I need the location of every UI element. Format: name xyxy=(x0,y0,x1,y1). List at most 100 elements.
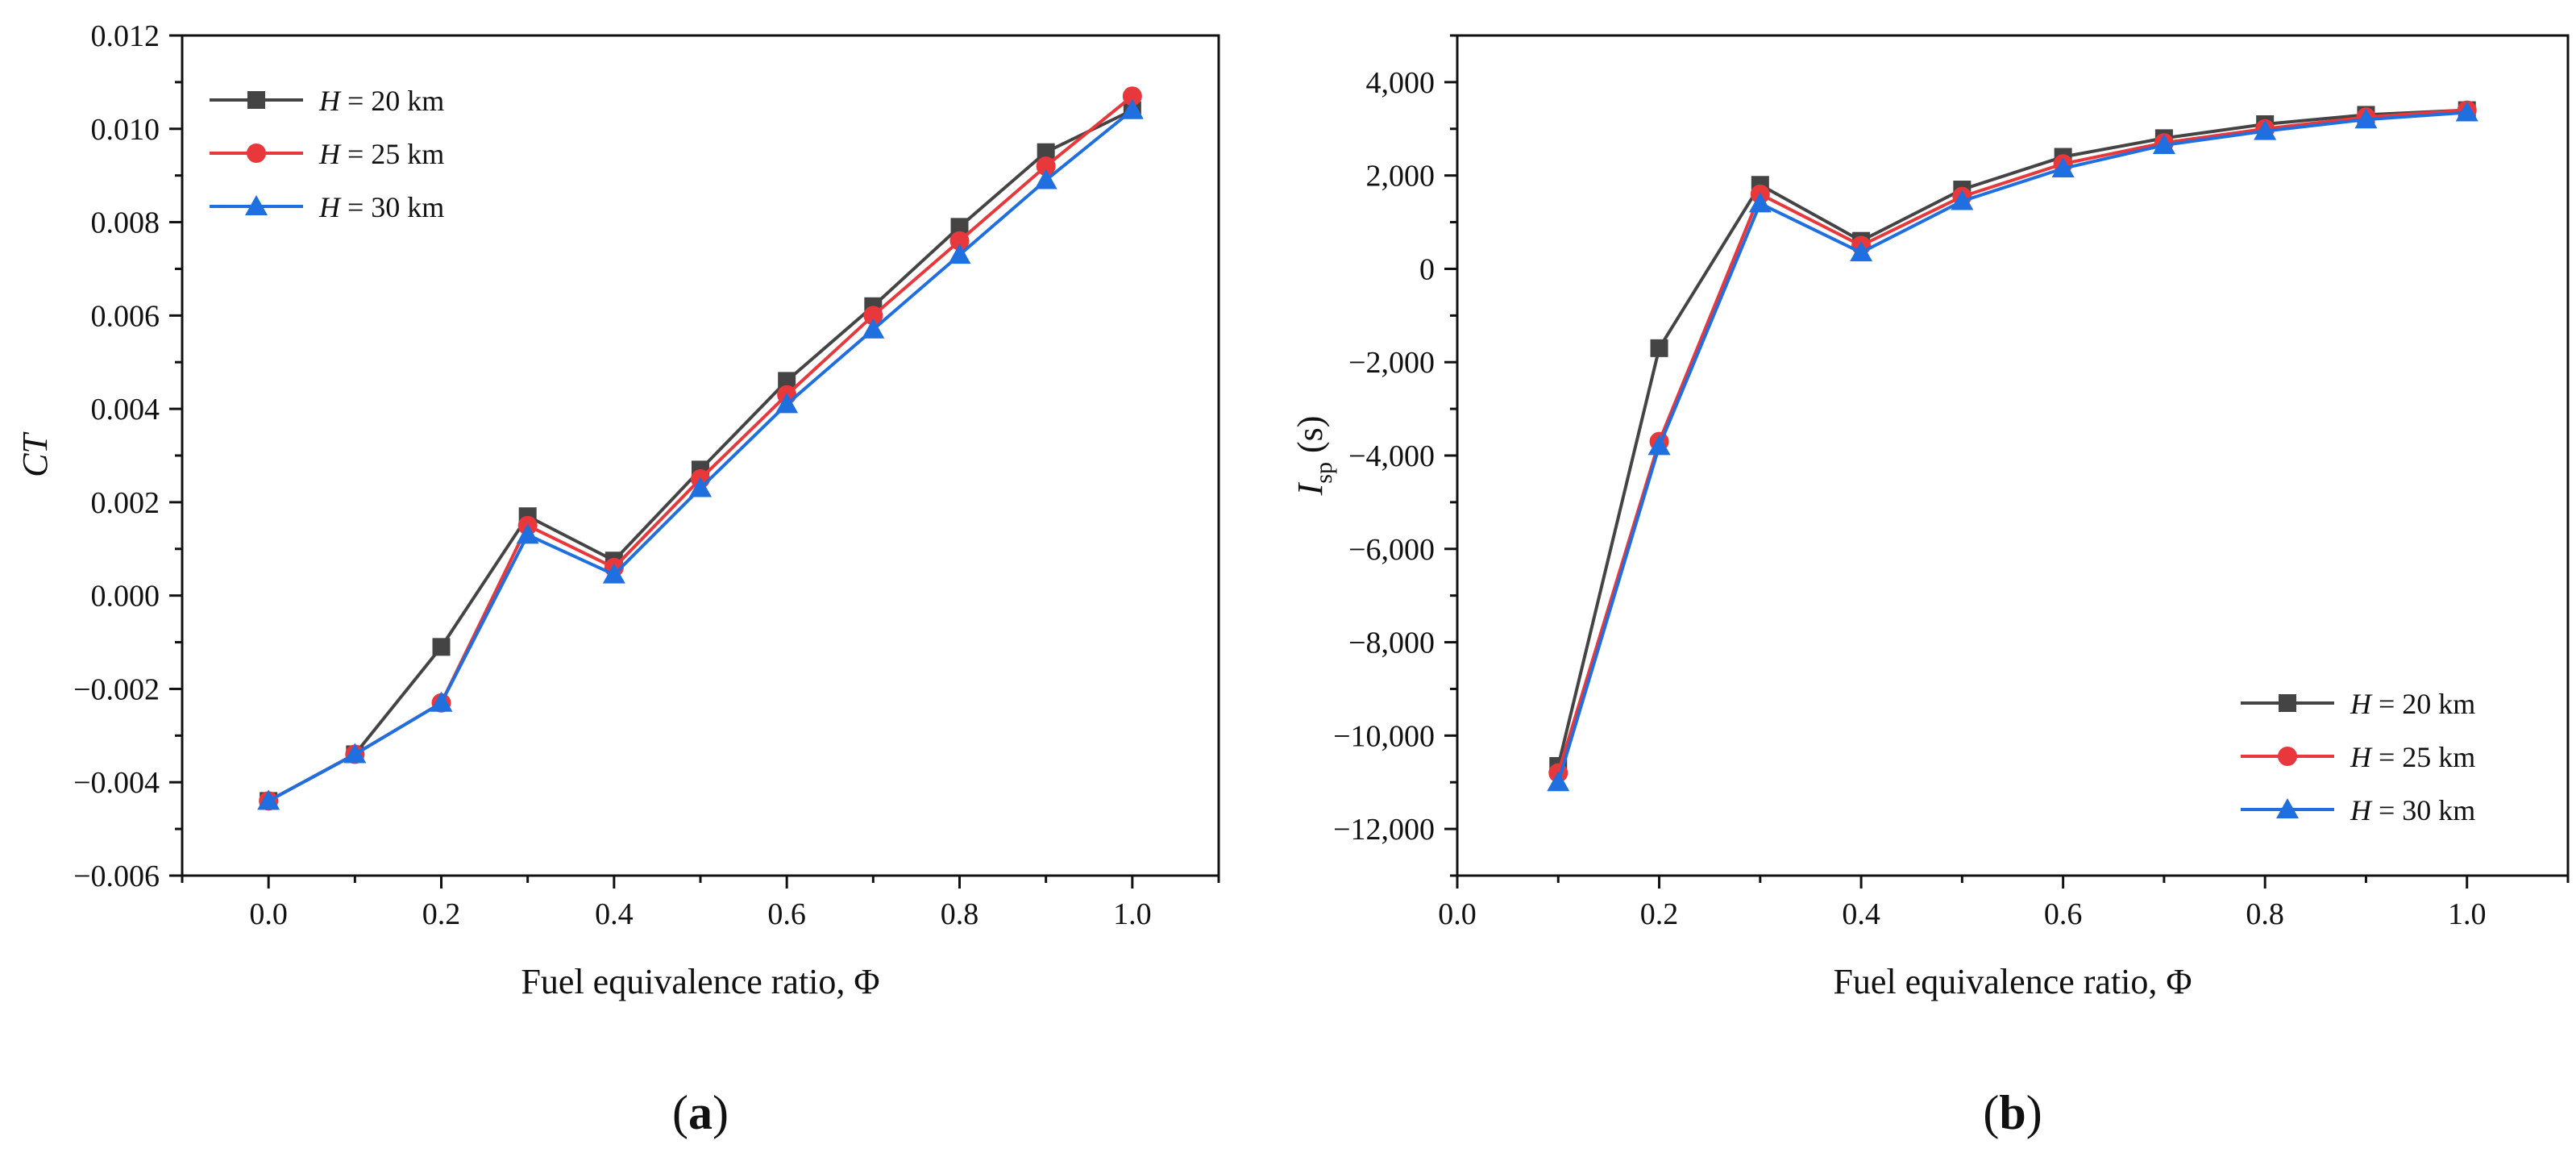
legend-variable: H xyxy=(2350,688,2373,720)
data-point-triangle xyxy=(1951,189,1974,210)
x-tick-label: 0.8 xyxy=(2246,897,2284,931)
legend-variable: H xyxy=(318,138,342,170)
x-tick-label: 0.6 xyxy=(2044,897,2083,931)
data-point-square xyxy=(1037,143,1055,161)
series-line-2 xyxy=(1556,110,2467,783)
panel-label-open: ( xyxy=(1983,1086,1999,1139)
y-tick-label: 4,000 xyxy=(1366,66,1435,100)
y-tick-label: 0.000 xyxy=(91,580,160,614)
legend-variable: H xyxy=(318,191,342,223)
legend-value: = 20 km xyxy=(340,85,444,117)
x-tick-label: 1.0 xyxy=(1113,897,1152,931)
y-tick-label: −12,000 xyxy=(1333,813,1435,847)
y-axis-title-subscript: sp xyxy=(1311,462,1337,484)
legend-value: = 30 km xyxy=(2371,794,2475,826)
legend-marker-square xyxy=(2279,694,2296,712)
data-point-triangle xyxy=(516,523,539,544)
data-point-triangle xyxy=(2254,119,2277,140)
panel-label-open: ( xyxy=(672,1086,688,1139)
y-tick-label: 2,000 xyxy=(1366,160,1435,194)
data-point-triangle xyxy=(1647,435,1671,456)
data-point-triangle xyxy=(602,563,625,584)
x-tick-label: 0.4 xyxy=(595,897,634,931)
legend-value: = 25 km xyxy=(2371,741,2475,773)
legend-value: = 25 km xyxy=(340,138,444,170)
data-point-triangle xyxy=(948,243,971,264)
x-tick-label: 0.8 xyxy=(941,897,979,931)
y-tick-label: −0.002 xyxy=(73,672,160,706)
data-point-triangle xyxy=(343,743,367,764)
x-tick-label: 0.2 xyxy=(422,897,461,931)
y-tick-label: −6,000 xyxy=(1348,533,1435,567)
x-axis-title: Fuel equivalence ratio, Φ xyxy=(1833,962,2192,1001)
x-tick-label: 0.6 xyxy=(767,897,806,931)
legend-marker-circle xyxy=(247,144,266,163)
data-point-circle xyxy=(949,231,970,251)
panel-a-chart: 0.0 0.2 0.4 0.6 0.8 1.0 −0.006 −0.004 −0.002 0.00… xyxy=(15,19,1220,1139)
data-point-triangle xyxy=(1850,241,1873,262)
x-axis-title: Fuel equivalence ratio, Φ xyxy=(521,962,879,1001)
legend-marker-circle xyxy=(2278,747,2297,766)
legend-variable: H xyxy=(2350,794,2373,826)
data-point-circle xyxy=(863,306,883,326)
data-point-triangle xyxy=(1120,98,1144,119)
data-point-triangle xyxy=(689,477,712,497)
y-tick-label: 0.004 xyxy=(91,393,160,427)
x-tick-label: 0.0 xyxy=(249,897,288,931)
panel-label-letter: a xyxy=(688,1086,713,1139)
y-tick-label: −0.006 xyxy=(73,859,160,893)
panel-label-letter: b xyxy=(1999,1086,2025,1139)
legend-label: H = 25 km xyxy=(318,138,444,170)
data-point-triangle xyxy=(257,789,280,810)
y-tick-label: 0.006 xyxy=(91,299,160,333)
y-axis-title: Isp (s) xyxy=(1290,416,1337,497)
data-point-square xyxy=(1650,339,1668,357)
y-tick-label: 0 xyxy=(1419,252,1435,286)
legend-label: H = 20 km xyxy=(318,85,444,117)
x-tick-label: 0.4 xyxy=(1842,897,1880,931)
data-point-triangle xyxy=(2051,156,2075,177)
y-tick-label: 0.002 xyxy=(91,486,160,520)
data-point-triangle xyxy=(2152,134,2175,155)
y-tick-label: −10,000 xyxy=(1333,719,1435,753)
y-tick-label: −4,000 xyxy=(1348,439,1435,473)
legend-marker-triangle xyxy=(2276,798,2299,818)
data-point-triangle xyxy=(2354,108,2378,129)
series-line-1 xyxy=(1556,108,2467,774)
legend-variable: H xyxy=(2350,741,2373,773)
y-tick-label: 0.012 xyxy=(91,19,160,53)
data-point-triangle xyxy=(1547,771,1570,792)
legend-label: H = 25 km xyxy=(2350,741,2475,773)
x-tick-label: 0.2 xyxy=(1640,897,1679,931)
y-tick-label: −2,000 xyxy=(1348,346,1435,380)
y-tick-label: −0.004 xyxy=(73,766,160,800)
data-point-square xyxy=(432,638,451,656)
data-point-triangle xyxy=(1034,169,1057,189)
legend-label: H = 30 km xyxy=(318,191,444,223)
data-point-triangle xyxy=(2455,101,2478,122)
y-axis-title-symbol: I xyxy=(1290,481,1330,496)
data-point-circle xyxy=(1122,86,1142,106)
legend-value: = 20 km xyxy=(2371,688,2475,720)
legend-marker-triangle xyxy=(245,195,268,215)
panel-label-close: ) xyxy=(713,1086,729,1139)
legend-label: H = 20 km xyxy=(2350,688,2475,720)
y-tick-label: −8,000 xyxy=(1348,626,1435,660)
data-point-triangle xyxy=(775,393,799,414)
data-point-square xyxy=(950,218,969,236)
data-point-triangle xyxy=(862,318,885,339)
panel-label: (b) xyxy=(1983,1086,2042,1139)
series-line-0 xyxy=(1556,108,2467,767)
panel-b-chart: 0.0 0.2 0.4 0.6 0.8 1.0 −12,000 −10,000 −8,000 −6… xyxy=(1290,34,2570,1139)
data-point-circle xyxy=(1036,156,1056,177)
data-point-triangle xyxy=(430,691,453,712)
y-tick-label: 0.008 xyxy=(91,206,160,240)
legend-variable: H xyxy=(318,85,342,117)
data-point-square xyxy=(778,372,796,390)
x-tick-label: 0.0 xyxy=(1438,897,1477,931)
x-tick-label: 1.0 xyxy=(2448,897,2487,931)
legend-label: H = 30 km xyxy=(2350,794,2475,826)
panel-label-close: ) xyxy=(2026,1086,2042,1139)
y-axis-title-unit: (s) xyxy=(1290,416,1330,462)
